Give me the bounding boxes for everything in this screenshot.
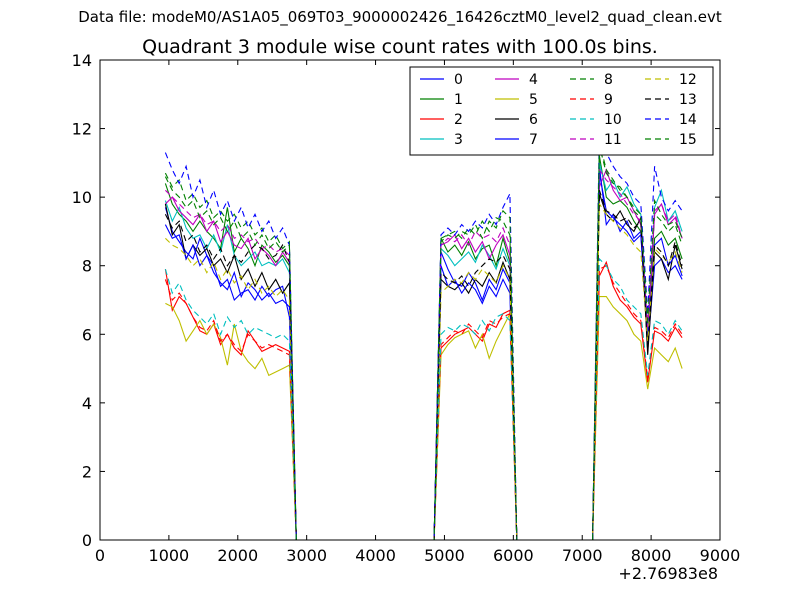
chart-title: Quadrant 3 module wise count rates with … <box>142 36 658 58</box>
legend-label-2: 2 <box>454 112 463 128</box>
legend-label-8: 8 <box>604 72 613 88</box>
series-line-9 <box>164 264 683 541</box>
legend-label-6: 6 <box>529 112 538 128</box>
legend-label-9: 9 <box>604 92 613 108</box>
x-offset-label: +2.76983e8 <box>618 564 718 583</box>
ticks-layer: 0 1000 2000 3000 4000 5000 6000 7000 8000 9000 0 2 4… <box>72 51 741 565</box>
y-tick-label: 2 <box>82 462 92 481</box>
x-tick-label: 4000 <box>355 546 396 565</box>
y-tick-label: 0 <box>82 531 92 550</box>
y-tick-label: 4 <box>82 394 92 413</box>
data-file-suptitle: Data file: modeM0/AS1A05_069T03_90000024… <box>78 8 722 26</box>
plot-frame <box>99 59 721 541</box>
y-tick-label: 6 <box>82 325 92 344</box>
y-tick-label: 8 <box>82 257 92 276</box>
legend-label-0: 0 <box>454 72 463 88</box>
series-line-8 <box>164 142 683 541</box>
x-tick-label: 0 <box>95 546 105 565</box>
legend-label-5: 5 <box>529 92 538 108</box>
legend-label-10: 10 <box>604 112 622 128</box>
x-tick-label: 9000 <box>700 546 741 565</box>
x-tick-label: 1000 <box>149 546 190 565</box>
y-tick-label: 10 <box>72 188 92 207</box>
x-tick-label: 3000 <box>286 546 327 565</box>
legend-label-12: 12 <box>679 72 697 88</box>
x-tick-label: 5000 <box>424 546 465 565</box>
x-tick-label: 2000 <box>217 546 258 565</box>
x-tick-label: 7000 <box>562 546 603 565</box>
x-tick-label: 6000 <box>493 546 534 565</box>
legend-label-1: 1 <box>454 92 463 108</box>
legend-label-15: 15 <box>679 132 697 148</box>
y-tick-label: 14 <box>72 51 92 70</box>
legend-label-3: 3 <box>454 132 463 148</box>
legend-label-4: 4 <box>529 72 538 88</box>
series-line-12 <box>165 202 683 541</box>
legend-box <box>409 66 714 156</box>
x-tick-label: 8000 <box>631 546 672 565</box>
legend-label-13: 13 <box>679 92 697 108</box>
y-tick-label: 12 <box>72 120 92 139</box>
legend-label-11: 11 <box>604 132 622 148</box>
legend-label-14: 14 <box>679 112 697 128</box>
legend-label-7: 7 <box>529 132 538 148</box>
